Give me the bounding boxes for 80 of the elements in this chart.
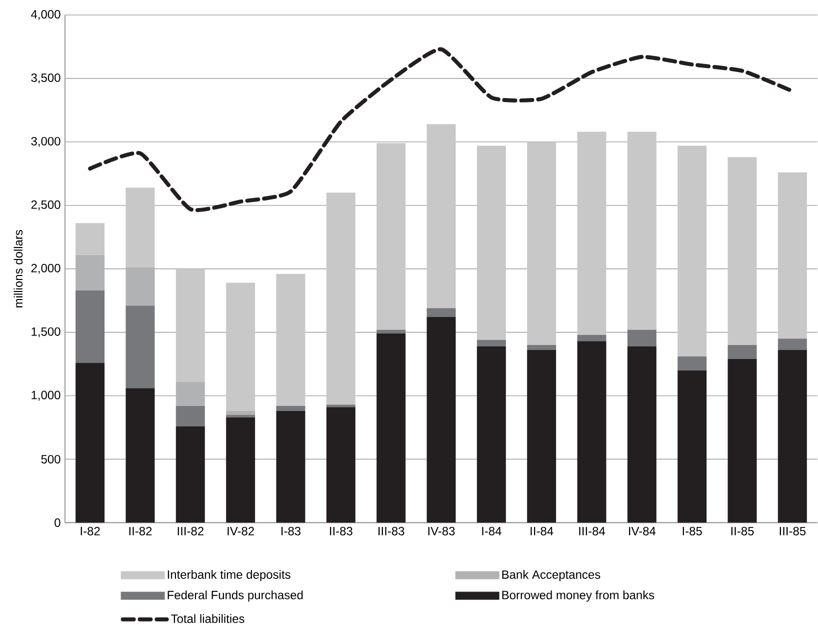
bar	[226, 414, 256, 418]
bar	[126, 188, 155, 268]
bar	[76, 223, 105, 256]
y-tick-label: 3,000	[31, 137, 60, 148]
legend-label: Federal Funds purchased	[168, 590, 303, 602]
x-tick-label: I-83	[282, 527, 301, 536]
legend-label: Interbank time deposits	[168, 570, 290, 582]
bar	[326, 192, 356, 405]
bar	[126, 388, 155, 523]
bar	[276, 406, 306, 412]
bar	[476, 340, 506, 346]
bar	[577, 132, 606, 336]
bar	[376, 330, 406, 334]
bar	[76, 362, 105, 523]
bar	[527, 345, 556, 350]
x-tick-label: II-83	[330, 527, 352, 536]
x-tick-label: I-82	[80, 527, 100, 536]
bar	[226, 418, 256, 523]
bar	[126, 268, 155, 306]
bar	[426, 317, 456, 523]
bar	[778, 350, 807, 523]
legend-label: Bank Acceptances	[502, 570, 600, 582]
bar	[176, 406, 205, 426]
bar	[126, 306, 155, 388]
bar	[376, 143, 406, 330]
bar	[678, 146, 707, 357]
bar	[376, 334, 406, 523]
bar	[678, 370, 707, 523]
bar	[728, 359, 757, 523]
bar	[627, 330, 656, 346]
x-tick-label: II-85	[731, 527, 754, 536]
bar	[476, 346, 506, 523]
x-tick-label: IV-82	[228, 527, 254, 536]
x-tick-label: III-85	[780, 527, 806, 536]
bar	[226, 411, 256, 415]
x-tick-label: II-84	[530, 527, 554, 536]
legend-label: Total liabilities	[171, 614, 244, 624]
line-series	[88, 47, 794, 212]
bar	[778, 172, 807, 339]
bar	[527, 142, 556, 346]
bar	[176, 382, 205, 406]
y-tick-label: 2,500	[31, 200, 60, 211]
bar	[226, 282, 256, 412]
x-tick-label: IV-84	[629, 527, 656, 536]
bar	[728, 345, 757, 360]
bar	[176, 269, 205, 382]
bar	[326, 404, 356, 408]
y-tick-label: 3,500	[31, 74, 60, 84]
x-tick-label: III-83	[378, 527, 404, 536]
bar	[728, 157, 757, 346]
bar	[627, 346, 656, 523]
y-tick-label: 1,000	[32, 391, 60, 401]
bar	[276, 274, 306, 406]
y-tick-label: 500	[41, 455, 60, 464]
x-tick-label: II-82	[129, 527, 152, 536]
y-axis-title: millions dollars	[14, 230, 23, 308]
legend-label: Borrowed money from banks	[502, 590, 654, 602]
bar	[778, 338, 807, 350]
bar	[426, 124, 456, 308]
y-tick-label: 1,500	[32, 328, 60, 338]
bar	[176, 426, 205, 523]
x-tick-label: I-85	[682, 527, 702, 536]
bar	[476, 146, 506, 340]
y-tick-label: 4,000	[31, 10, 60, 20]
bar	[527, 350, 556, 523]
bar	[678, 356, 707, 371]
bar	[577, 335, 606, 342]
bar	[76, 290, 105, 363]
bar	[276, 411, 306, 523]
bar	[627, 132, 656, 330]
y-tick-label: 0	[54, 518, 60, 528]
bar	[426, 308, 456, 318]
x-tick-label: IV-83	[428, 527, 455, 536]
x-tick-label: III-82	[178, 527, 204, 536]
bar	[577, 341, 606, 523]
y-tick-label: 2,000	[31, 264, 60, 274]
bar	[76, 255, 105, 291]
x-tick-label: I-84	[482, 527, 502, 536]
bar	[326, 407, 356, 523]
x-tick-label: III-84	[579, 527, 606, 536]
